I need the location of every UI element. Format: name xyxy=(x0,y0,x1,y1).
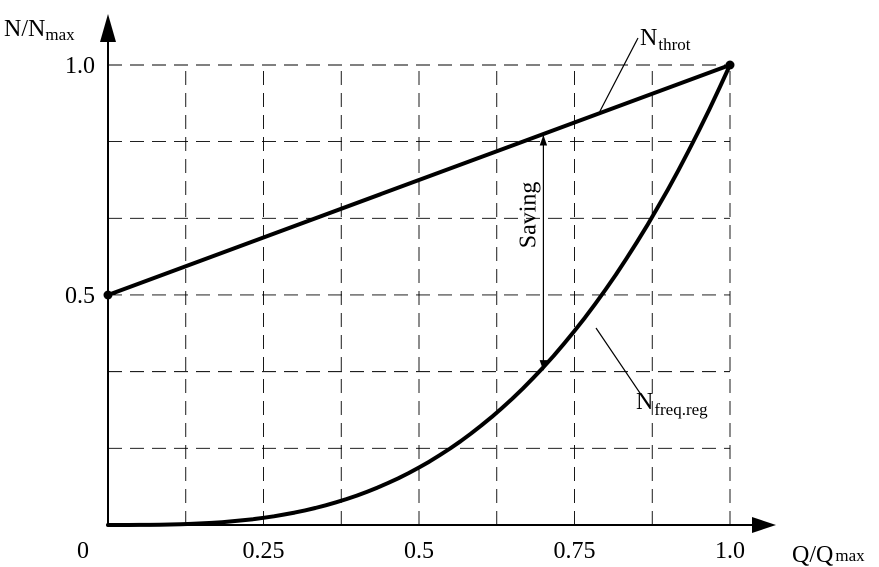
series-line-throt xyxy=(106,63,732,297)
throt-leader-line xyxy=(597,37,639,116)
series-label-freq-reg: Nfreq.reg xyxy=(636,389,708,419)
tick-labels: 0 0.25 0.5 0.75 1.0 0.5 1.0 xyxy=(65,53,745,564)
freq-reg-leader-line xyxy=(595,327,643,397)
series-point-throt xyxy=(103,290,113,300)
x-axis-label: Q/Q max xyxy=(792,542,865,567)
x-tick-label: 1.0 xyxy=(715,538,745,564)
y-tick-label: 1.0 xyxy=(65,53,95,79)
y-axis-arrow xyxy=(100,14,116,42)
y-axis-label: N/Nmax xyxy=(4,16,75,44)
series-line-freq-reg xyxy=(106,63,732,527)
x-axis-arrow xyxy=(752,517,776,533)
x-tick-label: 0 xyxy=(77,538,89,564)
x-tick-label: 0.25 xyxy=(243,538,285,564)
y-tick-label: 0.5 xyxy=(65,283,95,309)
x-tick-label: 0.75 xyxy=(554,538,596,564)
x-tick-label: 0.5 xyxy=(404,538,434,564)
series xyxy=(103,60,735,527)
grid xyxy=(108,64,731,525)
saving-annotation-label: Saving xyxy=(515,182,541,249)
series-label-throt: Nthrot xyxy=(640,25,691,54)
